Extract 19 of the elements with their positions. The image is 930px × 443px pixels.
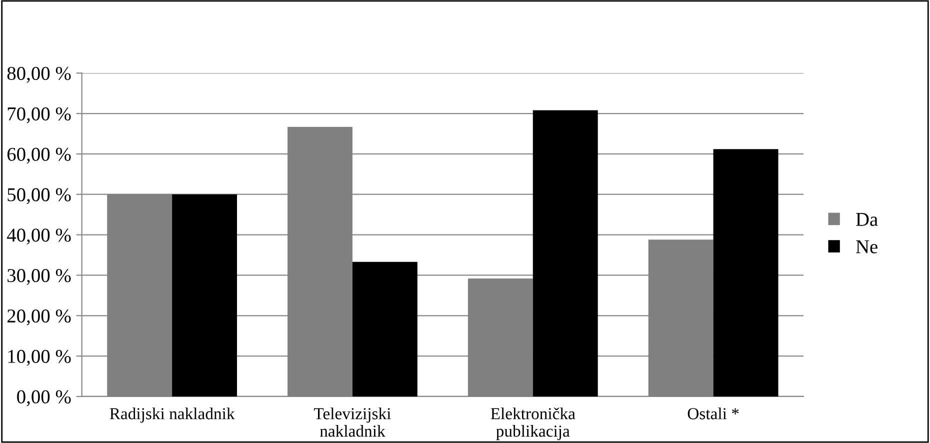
y-tick-label: 30,00 %	[8, 269, 71, 285]
y-tick-label: 20,00 %	[7, 309, 71, 326]
y-tick-label: 0,00 %	[17, 390, 71, 406]
bar	[352, 262, 418, 396]
y-tick-label: 60,00 %	[7, 148, 71, 164]
legend-label: Ne	[856, 240, 878, 254]
bar	[532, 110, 598, 396]
x-tick-label: Elektronička publikacija	[490, 408, 576, 440]
bar	[172, 194, 237, 396]
y-tick-label: 70,00 %	[8, 107, 71, 124]
x-tick-label: Ostali *	[688, 408, 739, 420]
y-tick-label: 40,00 %	[6, 228, 71, 245]
legend-label: Da	[856, 213, 878, 226]
bar	[713, 149, 778, 396]
y-tick-label: 10,00 %	[8, 350, 71, 366]
y-tick-label: 50,00 %	[8, 188, 71, 204]
y-tick-label: 80,00 %	[7, 66, 71, 83]
x-tick-label: Radijski nakladnik	[110, 408, 235, 423]
x-tick-label: Televizijski nakladnik	[314, 408, 391, 437]
